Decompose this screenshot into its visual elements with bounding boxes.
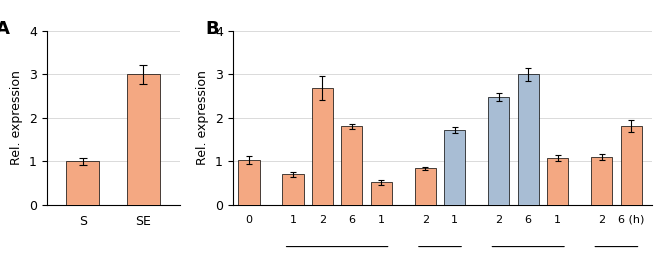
Bar <box>312 88 333 205</box>
Bar <box>547 158 568 205</box>
Bar <box>488 97 509 205</box>
Bar <box>283 174 304 205</box>
Text: A: A <box>0 20 10 38</box>
Y-axis label: Rel. expression: Rel. expression <box>196 70 209 165</box>
Text: B: B <box>205 20 219 38</box>
Bar <box>517 74 539 205</box>
Y-axis label: Rel. expression: Rel. expression <box>10 70 23 165</box>
Bar <box>238 161 259 205</box>
Bar <box>66 161 100 205</box>
Bar <box>415 168 436 205</box>
Bar <box>444 130 466 205</box>
Bar <box>341 126 362 205</box>
Bar <box>620 126 642 205</box>
Bar <box>370 182 392 205</box>
Bar <box>591 157 612 205</box>
Bar <box>126 74 160 205</box>
